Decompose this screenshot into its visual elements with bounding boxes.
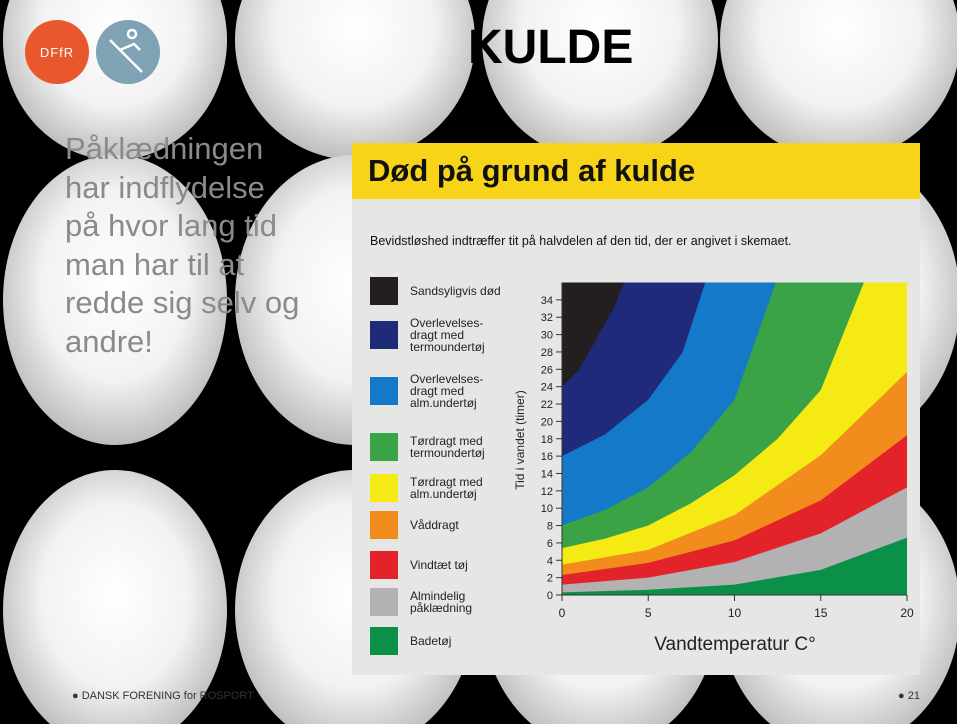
- slide: {"header": {"logo_text": "DFfR", "title"…: [0, 0, 957, 724]
- y-tick-label: 2: [547, 573, 553, 585]
- y-axis-label: Tid i vandet (timer): [513, 390, 527, 490]
- x-tick-label: 20: [900, 606, 914, 620]
- y-tick-label: 6: [547, 538, 553, 550]
- y-tick-label: 8: [547, 521, 553, 533]
- x-tick-label: 5: [645, 606, 652, 620]
- chart: 024681012141618202224262830323405101520V…: [0, 0, 957, 724]
- y-tick-label: 10: [541, 503, 553, 515]
- x-axis-label: Vandtemperatur C°: [654, 634, 815, 655]
- footer-organization: DANSK FORENING for ROSPORT: [82, 690, 254, 702]
- plot-area: [562, 283, 907, 596]
- footer: ● DANSK FORENING for ROSPORT: [72, 690, 254, 702]
- y-tick-label: 18: [541, 434, 553, 446]
- y-tick-label: 24: [541, 382, 553, 394]
- y-tick-label: 32: [541, 312, 553, 324]
- y-tick-label: 14: [541, 468, 553, 480]
- x-tick-label: 10: [728, 606, 742, 620]
- x-tick-label: 0: [559, 606, 566, 620]
- y-tick-label: 12: [541, 486, 553, 498]
- y-tick-label: 30: [541, 330, 553, 342]
- y-tick-label: 34: [541, 295, 553, 307]
- y-tick-label: 26: [541, 364, 553, 376]
- x-tick-label: 15: [814, 606, 828, 620]
- y-tick-label: 28: [541, 347, 553, 359]
- y-tick-label: 20: [541, 416, 553, 428]
- y-tick-label: 0: [547, 590, 553, 602]
- y-tick-label: 16: [541, 451, 553, 463]
- page-number-box: ● 21: [898, 690, 920, 702]
- y-tick-label: 4: [547, 555, 553, 567]
- y-tick-label: 22: [541, 399, 553, 411]
- page-number: 21: [908, 690, 920, 702]
